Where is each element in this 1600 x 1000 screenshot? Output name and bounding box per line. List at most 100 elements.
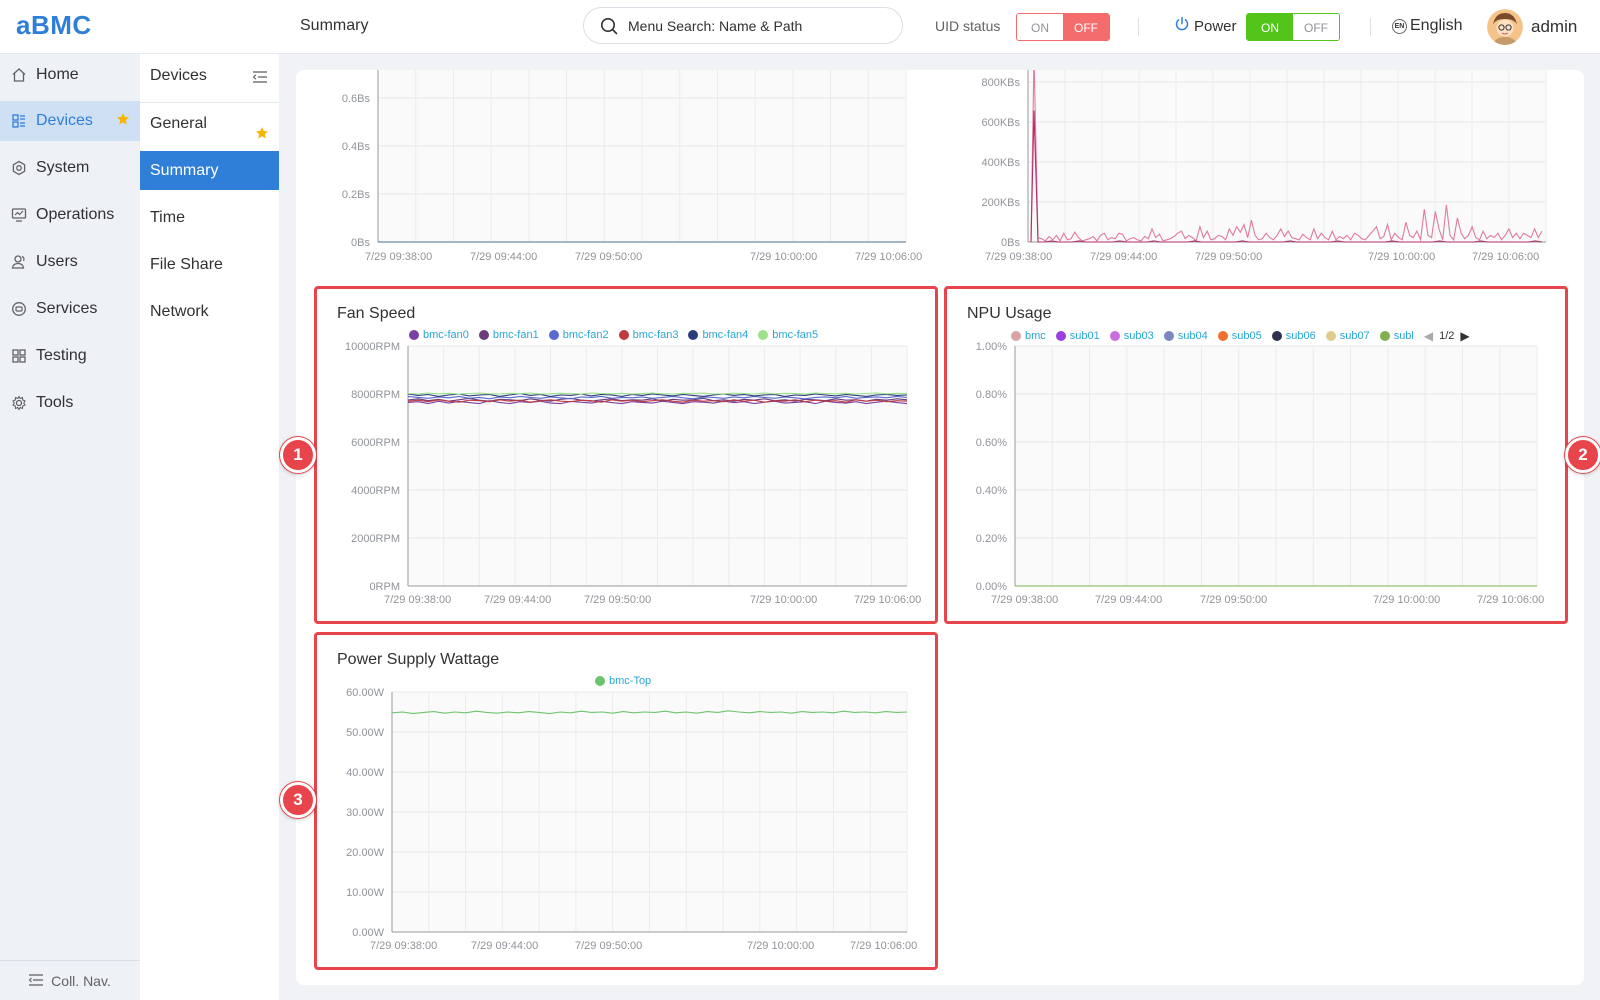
legend-item[interactable]: bmc-fan3 — [618, 329, 678, 341]
network-traffic-chart-a: 0Bs 0.2Bs 0.4Bs 0.6Bs 7/29 09:38:00 7/29 09:4… — [310, 70, 924, 280]
power-off-option[interactable]: OFF — [1293, 14, 1339, 40]
subnav-item-file-share[interactable]: File Share — [140, 245, 279, 284]
legend-item[interactable]: bmc-Top — [595, 675, 651, 687]
legend-label: sub07 — [1339, 330, 1370, 342]
legend-next-icon[interactable]: ▶ — [1460, 329, 1470, 343]
legend-item[interactable]: sub06 — [1271, 330, 1316, 342]
page-title: Summary — [300, 17, 369, 34]
legend-item[interactable]: bmc-fan4 — [688, 329, 748, 341]
chart-canvas[interactable]: 0RPM 2000RPM 4000RPM 6000RPM 8000RPM 10000RPM… — [317, 289, 935, 621]
sidebar-item-tools[interactable]: Tools — [0, 383, 140, 423]
series-line — [407, 399, 908, 403]
sidebar-item-label: Users — [36, 253, 78, 270]
chart-title: Fan Speed — [337, 305, 416, 322]
collapse-icon — [28, 973, 44, 989]
subnav-header: Devices — [140, 54, 279, 103]
legend-label: bmc-Top — [609, 675, 652, 687]
legend-item[interactable]: bmc-fan0 — [409, 329, 469, 341]
legend-item[interactable]: subl — [1379, 330, 1414, 342]
y-tick-label: 50.00W — [346, 727, 385, 739]
x-tick-label: 7/29 09:50:00 — [575, 940, 642, 952]
chart-canvas[interactable]: 0Bs 0.2Bs 0.4Bs 0.6Bs 7/29 09:38:00 7/29 09:4… — [310, 70, 924, 280]
legend-pager: ◀ 1/2 ▶ — [1424, 329, 1470, 343]
legend-item[interactable]: sub07 — [1325, 330, 1370, 342]
legend-prev-icon[interactable]: ◀ — [1423, 329, 1434, 343]
x-tick-label: 7/29 09:44:00 — [484, 594, 551, 606]
language-selector[interactable]: EN English — [1392, 17, 1462, 35]
y-tick-label: 0.00W — [352, 927, 384, 939]
legend-item[interactable]: sub01 — [1055, 330, 1100, 342]
collapse-nav-button[interactable]: Coll. Nav. — [0, 960, 140, 1000]
y-tick-label: 1.00% — [976, 341, 1007, 353]
legend-swatch — [1011, 331, 1021, 341]
legend-label: bmc-fan2 — [562, 329, 609, 341]
legend-item[interactable]: bmc-fan1 — [478, 329, 539, 341]
sidebar-item-home[interactable]: Home — [0, 55, 140, 95]
collapse-nav-label: Coll. Nav. — [51, 972, 111, 989]
chart-canvas[interactable]: 0Bs 200KBs 400KBs 600KBs 800KBs 7/29 09:38:00… — [940, 70, 1554, 280]
y-tick-label: 40.00W — [346, 767, 385, 779]
y-tick-label: 4000RPM — [351, 485, 400, 497]
chart-legend: bmc sub01 sub03 sub04 sub05 sub06 sub07 subl ◀ 1/… — [1011, 329, 1470, 343]
collapse-subnav-icon[interactable] — [252, 70, 267, 88]
legend-item[interactable]: sub04 — [1163, 330, 1208, 342]
legend-swatch — [548, 330, 559, 340]
chart-canvas[interactable]: 0.00W 10.00W 20.00W 30.00W 40.00W 50.00W 60.00… — [317, 635, 935, 967]
subnav-item-general[interactable]: General — [140, 104, 279, 143]
sidebar-item-devices[interactable]: Devices — [0, 101, 140, 141]
sidebar-item-label: Tools — [36, 394, 74, 411]
legend-label: sub03 — [1123, 330, 1154, 342]
legend-item[interactable]: sub03 — [1109, 330, 1154, 342]
legend-item[interactable]: bmc — [1011, 330, 1046, 342]
subnav-item-summary[interactable]: Summary — [140, 151, 279, 190]
legend-swatch — [1325, 331, 1336, 341]
sidebar-item-services[interactable]: Services — [0, 289, 140, 329]
legend-item[interactable]: sub05 — [1217, 330, 1262, 342]
legend-label: sub05 — [1231, 330, 1262, 342]
sidebar-item-label: Testing — [36, 347, 87, 364]
username[interactable]: admin — [1531, 17, 1578, 36]
power-toggle[interactable]: ON OFF — [1246, 13, 1340, 41]
series-line — [1030, 70, 1543, 243]
y-tick-label: 0.20% — [976, 533, 1007, 545]
legend-item[interactable]: bmc-fan5 — [758, 329, 818, 341]
star-icon[interactable] — [255, 116, 269, 155]
app-logo[interactable]: aBMC — [16, 10, 92, 40]
legend-item[interactable]: bmc-fan2 — [548, 329, 609, 341]
y-tick-label: 0.00% — [976, 581, 1007, 593]
x-tick-label: 7/29 09:38:00 — [370, 940, 437, 952]
y-tick-label: 800KBs — [981, 77, 1020, 89]
power-on-option[interactable]: ON — [1247, 14, 1293, 40]
series-line — [1030, 110, 1543, 243]
y-tick-label: 0.60% — [976, 437, 1007, 449]
y-tick-label: 30.00W — [346, 807, 385, 819]
header-divider — [1370, 18, 1371, 36]
top-header: aBMC Summary Menu Search: Name & Path UI… — [0, 0, 1600, 54]
legend-label: bmc-fan0 — [423, 329, 469, 341]
star-icon[interactable] — [116, 112, 130, 131]
menu-search-input[interactable]: Menu Search: Name & Path — [583, 7, 903, 44]
subnav-item-time[interactable]: Time — [140, 198, 279, 237]
sidebar-item-operations[interactable]: Operations — [0, 195, 140, 235]
sidebar-item-system[interactable]: System — [0, 148, 140, 188]
uid-off-option[interactable]: OFF — [1063, 14, 1109, 40]
series-line — [407, 392, 908, 395]
series-line — [391, 710, 908, 715]
x-tick-label: 7/29 10:00:00 — [1373, 594, 1440, 606]
avatar[interactable] — [1487, 9, 1523, 45]
search-icon — [600, 17, 618, 40]
sidebar-item-testing[interactable]: Testing — [0, 336, 140, 376]
sidebar-item-users[interactable]: Users — [0, 242, 140, 282]
services-icon — [10, 301, 28, 317]
uid-on-option[interactable]: ON — [1017, 14, 1063, 40]
subnav-item-label: General — [150, 115, 207, 132]
chart-canvas[interactable]: 0.00% 0.20% 0.40% 0.60% 0.80% 1.00% 7/29 09:38… — [947, 289, 1565, 621]
x-tick-label: 7/29 10:00:00 — [1368, 251, 1435, 263]
legend-swatch — [1271, 331, 1282, 341]
legend-swatch — [1163, 331, 1174, 341]
subnav-item-network[interactable]: Network — [140, 292, 279, 331]
uid-status-toggle[interactable]: ON OFF — [1016, 13, 1110, 41]
y-tick-label: 0.6Bs — [342, 93, 371, 105]
y-tick-label: 400KBs — [981, 157, 1020, 169]
y-tick-label: 0Bs — [351, 237, 370, 249]
